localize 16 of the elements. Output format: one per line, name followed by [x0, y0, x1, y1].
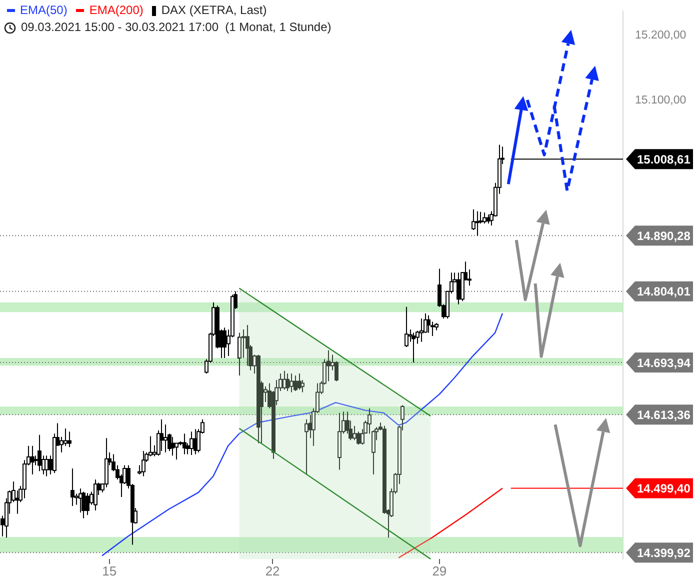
- ref-line-label: 14.890,28: [637, 228, 691, 243]
- ref-line-label: 14.399,92: [637, 546, 691, 560]
- ref-line-label: 14.499,40: [637, 482, 691, 496]
- x-tick-label: 29: [432, 563, 447, 578]
- legend-label: EMA(50): [20, 2, 68, 19]
- x-tick-label: 15: [102, 563, 117, 578]
- legend-label: EMA(200): [89, 2, 144, 19]
- ref-line-label: 15.008,61: [637, 152, 691, 166]
- ref-line-label: 14.804,01: [637, 284, 691, 299]
- y-tick-label: 15.100,00: [635, 94, 686, 106]
- y-tick-label: 15.200,00: [635, 30, 686, 42]
- text: 09.03.2021 15:00 - 30.03.2021 17:00 (1 Monat, 1 Stunde): [21, 19, 332, 36]
- x-tick-label: 22: [265, 563, 280, 578]
- ref-line-label: 14.613,36: [637, 408, 691, 422]
- legend-label: DAX (XETRA, Last): [161, 2, 267, 19]
- ref-line-label: 14.693,94: [637, 356, 691, 370]
